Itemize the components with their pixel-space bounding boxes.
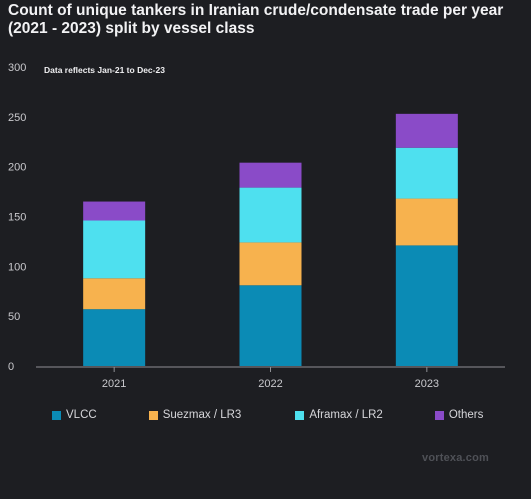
y-tick-label: 100 (8, 261, 26, 273)
bar-segment (239, 187, 302, 243)
y-tick-label: 150 (8, 212, 26, 224)
y-tick-label: 0 (8, 361, 14, 373)
x-tick-label: 2023 (415, 378, 439, 390)
bar-segment (395, 147, 458, 199)
bar-segment (239, 162, 302, 188)
bar-segment (83, 220, 146, 279)
legend-swatch (295, 410, 305, 420)
y-tick-label: 200 (8, 162, 26, 174)
bar-segment (395, 245, 458, 366)
legend-item: Aframax / LR2 (295, 409, 383, 421)
legend-label: Others (448, 409, 484, 421)
vortexa-watermark: vortexa.com (422, 452, 490, 464)
bar-segment (83, 309, 146, 366)
y-tick-label: 50 (8, 311, 20, 323)
legend-swatch (52, 410, 61, 420)
bar-segment (83, 201, 146, 221)
bar-segment (239, 285, 302, 366)
chart-legend: VLCC Suezmax / LR3 Aframax / LR2 Others (52, 409, 483, 421)
y-tick-label: 300 (8, 62, 26, 74)
legend-swatch (148, 410, 158, 420)
chart-annotation: Data reflects Jan-21 to Dec-23 (44, 65, 165, 75)
legend-item: Suezmax / LR3 (148, 409, 242, 421)
legend-label: Aframax / LR2 (309, 409, 383, 421)
chart-title: Count of unique tankers in Iranian crude… (8, 2, 504, 37)
x-tick-label: 2022 (258, 378, 282, 390)
bar-segment (239, 242, 302, 286)
bar-segment (83, 278, 146, 310)
legend-label: Suezmax / LR3 (162, 409, 242, 421)
bar-segment (395, 113, 458, 148)
x-tick-label: 2021 (102, 378, 126, 390)
y-tick-label: 250 (8, 112, 26, 124)
bar-segment (395, 198, 458, 246)
legend-item: VLCC (52, 409, 97, 421)
legend-label: VLCC (66, 409, 97, 421)
legend-item: Others (434, 409, 484, 421)
legend-swatch (434, 410, 444, 420)
